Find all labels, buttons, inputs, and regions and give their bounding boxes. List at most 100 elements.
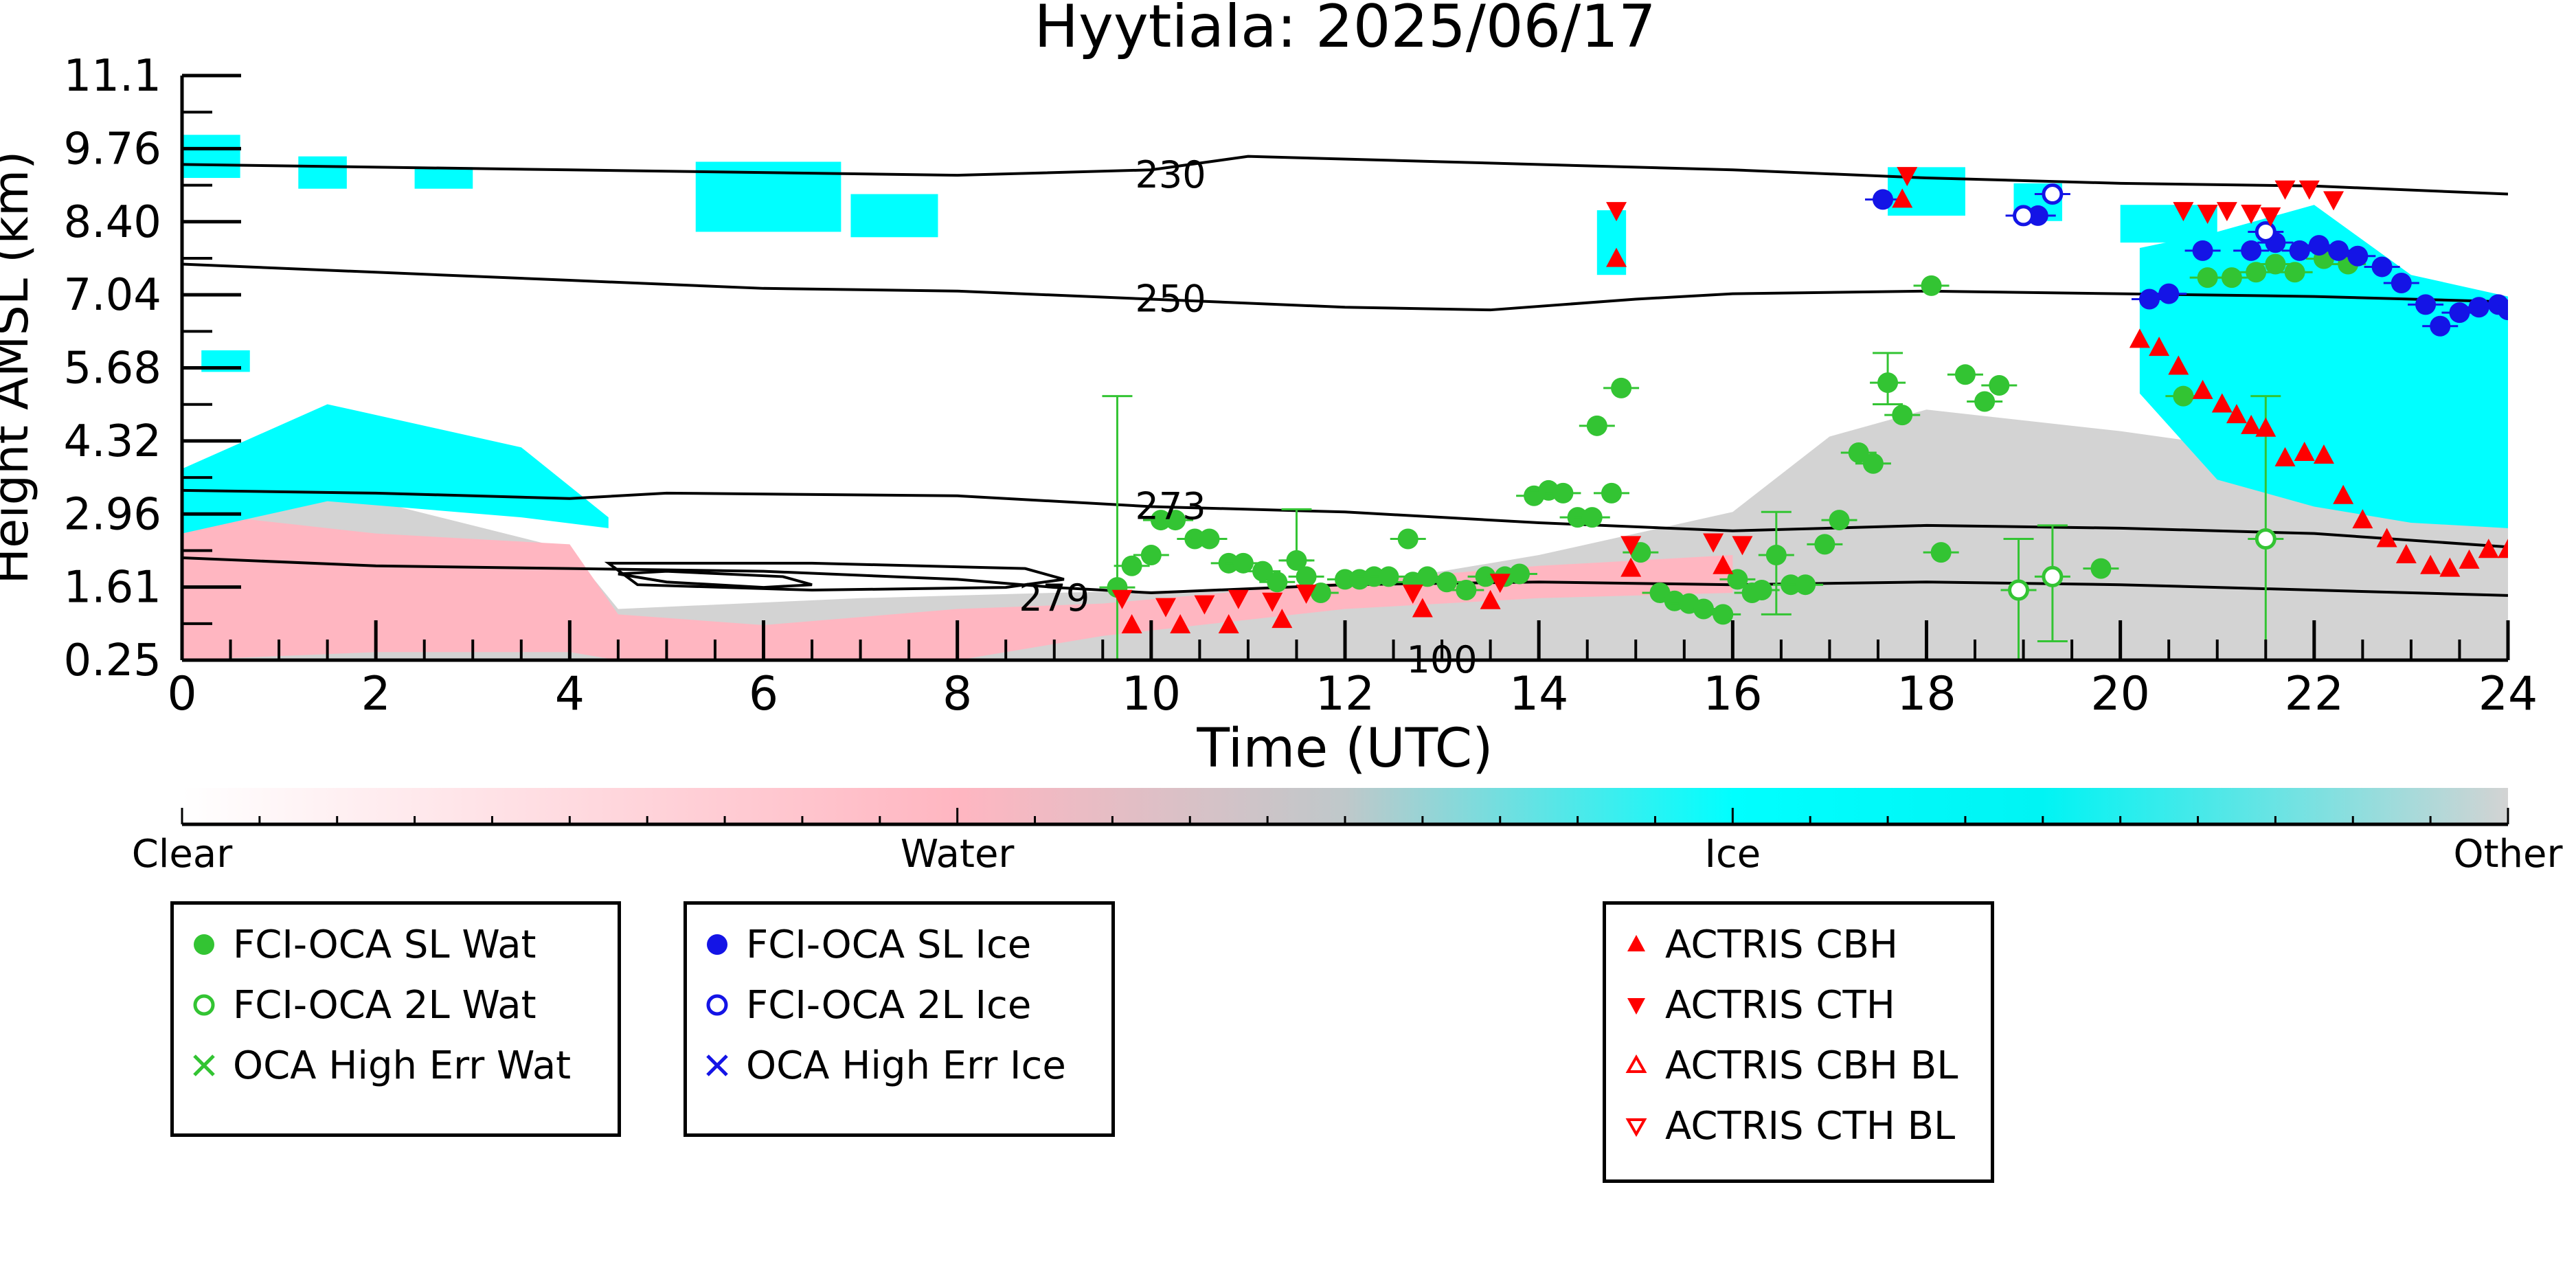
plot-area bbox=[182, 135, 2508, 660]
data-point bbox=[2129, 328, 2150, 348]
data-point bbox=[1703, 533, 1724, 553]
legend-entry: ACTRIS CTH bbox=[1617, 978, 1895, 1032]
legend-entry: FCI-OCA 2L Wat bbox=[185, 978, 536, 1032]
data-point bbox=[1155, 598, 1176, 618]
data-point bbox=[2221, 267, 2242, 289]
data-point bbox=[1252, 561, 1274, 582]
data-point bbox=[2211, 393, 2233, 413]
data-point bbox=[2289, 240, 2310, 261]
y-tick-label: 5.68 bbox=[64, 343, 162, 394]
data-point bbox=[2294, 442, 2315, 462]
data-point bbox=[1930, 542, 1952, 563]
data-point bbox=[2430, 315, 2451, 337]
data-point bbox=[1921, 275, 1942, 296]
data-point bbox=[1814, 534, 1835, 555]
data-point bbox=[2168, 355, 2189, 375]
legend-ice: FCI-OCA SL Ice FCI-OCA 2L Ice OCA High E… bbox=[683, 901, 1115, 1137]
legend-label: OCA High Err Wat bbox=[233, 1043, 572, 1088]
x-tick-label: 14 bbox=[1509, 667, 1569, 721]
data-point bbox=[1397, 528, 1419, 550]
data-point bbox=[2013, 205, 2035, 227]
data-point bbox=[1475, 566, 1496, 587]
x-tick-label: 16 bbox=[1703, 667, 1763, 721]
data-point bbox=[1829, 510, 1850, 531]
contour-line bbox=[604, 561, 1065, 592]
data-point bbox=[2158, 283, 2180, 304]
y-tick-label: 0.25 bbox=[64, 635, 162, 686]
data-point bbox=[1416, 566, 1438, 587]
colorbar-ticks bbox=[181, 808, 2509, 824]
data-point bbox=[1121, 614, 1142, 634]
data-point bbox=[2149, 337, 2170, 357]
legend-label: ACTRIS CTH BL bbox=[1665, 1103, 1956, 1149]
x-tick-label: 24 bbox=[2478, 667, 2538, 721]
data-point bbox=[1897, 167, 1918, 187]
legend-entry: ACTRIS CBH BL bbox=[1617, 1038, 1958, 1093]
legend-actris: ACTRIS CBH ACTRIS CTH ACTRIS CBH BL ACTR… bbox=[1603, 901, 1994, 1183]
data-point bbox=[1111, 589, 1133, 609]
data-point bbox=[2042, 183, 2064, 205]
data-point bbox=[1310, 582, 1331, 603]
data-point bbox=[1727, 569, 1748, 590]
legend-label: ACTRIS CBH BL bbox=[1665, 1043, 1958, 1088]
data-point bbox=[1165, 510, 1186, 531]
data-point bbox=[1848, 442, 1869, 464]
data-point bbox=[1121, 555, 1142, 576]
data-point bbox=[1620, 536, 1642, 556]
y-tick-label: 1.61 bbox=[64, 563, 162, 613]
colorbar-label: Other bbox=[2453, 832, 2563, 877]
data-point bbox=[1606, 202, 1627, 222]
legend-entry: OCA High Err Wat bbox=[185, 1038, 571, 1093]
data-point bbox=[2265, 253, 2286, 275]
legend-entry: ACTRIS CTH BL bbox=[1617, 1098, 1955, 1153]
legend-label: ACTRIS CTH bbox=[1665, 982, 1895, 1028]
data-point bbox=[1611, 377, 1632, 398]
data-point bbox=[1606, 247, 1627, 267]
data-point bbox=[2241, 414, 2262, 434]
data-point bbox=[1296, 566, 1317, 587]
data-point bbox=[1581, 507, 1603, 528]
phase-region-ice bbox=[1888, 167, 1965, 216]
data-point bbox=[1232, 552, 1254, 574]
legend-entry: FCI-OCA SL Wat bbox=[185, 917, 536, 972]
data-point bbox=[1751, 580, 1772, 601]
x-tick-label: 2 bbox=[361, 667, 391, 721]
temperature-contours bbox=[182, 155, 2508, 597]
data-point bbox=[2468, 297, 2489, 318]
data-point bbox=[2347, 245, 2369, 267]
legend-label: FCI-OCA SL Wat bbox=[233, 922, 536, 967]
contour-line bbox=[182, 262, 2508, 312]
phase-region-ice bbox=[414, 167, 473, 189]
data-point bbox=[2274, 180, 2296, 200]
colorbar-label: Clear bbox=[132, 832, 233, 877]
x-tick-label: 18 bbox=[1897, 667, 1956, 721]
x-tick-label: 8 bbox=[942, 667, 972, 721]
phase-region-other bbox=[182, 409, 2508, 660]
phase-colorbar: Clear Water Ice Other bbox=[132, 788, 2563, 877]
data-point bbox=[2255, 417, 2276, 437]
data-point bbox=[1509, 563, 1530, 585]
data-point bbox=[1586, 415, 1607, 436]
legend-entry: ACTRIS CBH bbox=[1617, 917, 1898, 972]
contour-line bbox=[182, 556, 2508, 597]
data-point bbox=[2376, 528, 2397, 547]
legend-label: FCI-OCA 2L Ice bbox=[746, 982, 1032, 1028]
legend-entry: FCI-OCA 2L Ice bbox=[698, 978, 1031, 1032]
data-point bbox=[2192, 240, 2213, 261]
legend-label: FCI-OCA 2L Wat bbox=[233, 982, 536, 1028]
x-tick-label: 20 bbox=[2090, 667, 2150, 721]
data-point bbox=[1272, 609, 1293, 629]
data-point bbox=[2042, 565, 2064, 587]
data-point bbox=[2008, 579, 2030, 601]
data-point bbox=[2420, 554, 2441, 574]
data-point bbox=[1954, 364, 1976, 385]
x-tick-label: 0 bbox=[167, 667, 196, 721]
data-point bbox=[2313, 444, 2334, 464]
y-tick-label: 8.40 bbox=[64, 197, 162, 248]
data-point bbox=[2197, 205, 2218, 225]
data-point bbox=[1989, 374, 2010, 396]
data-point bbox=[2226, 404, 2247, 424]
data-point bbox=[1286, 550, 1307, 571]
